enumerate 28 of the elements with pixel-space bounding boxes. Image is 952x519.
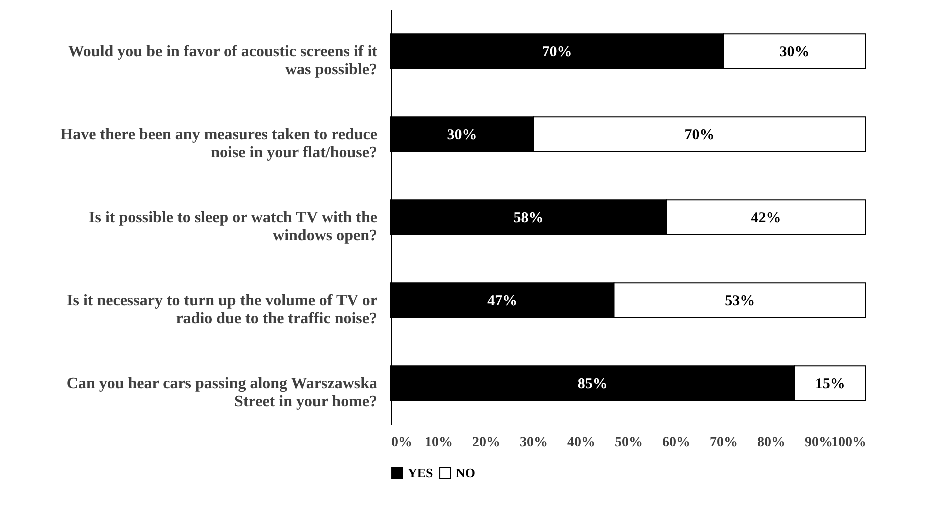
y-tick-label: Have there been any measures taken to reduce noise in your flat/house? xyxy=(60,126,378,162)
data-label: 30% xyxy=(780,44,810,60)
legend-label: NO xyxy=(456,466,476,481)
x-tick-label: 100% xyxy=(832,436,866,450)
data-label: 53% xyxy=(725,294,756,310)
data-label: 70% xyxy=(542,44,572,60)
x-tick-label: 50% xyxy=(615,436,643,450)
y-tick-label: Can you hear cars passing along Warszawska Street in your home? xyxy=(66,376,378,410)
x-tick-label: 80% xyxy=(758,436,786,450)
legend-label: YES xyxy=(408,466,434,481)
x-tick-label: 0% xyxy=(392,436,412,450)
data-label: 58% xyxy=(514,210,544,226)
y-tick-label: Would you be in favor of acoustic screens if it was possible? xyxy=(68,44,378,78)
data-label: 47% xyxy=(488,294,518,310)
x-tick-label: 20% xyxy=(472,436,500,450)
data-label: 70% xyxy=(684,128,715,144)
x-tick-label: 70% xyxy=(710,436,738,450)
data-label: 15% xyxy=(815,376,846,392)
x-tick-label: 60% xyxy=(662,436,690,450)
y-tick-label: Is it possible to sleep or watch TV with the windows open? xyxy=(89,210,378,244)
x-tick-label: 40% xyxy=(568,436,596,450)
x-tick-label: 10% xyxy=(425,436,453,450)
x-tick-label: 30% xyxy=(520,436,548,450)
x-tick-label: 90% xyxy=(805,436,833,450)
data-label: 85% xyxy=(578,376,608,392)
y-tick-label: Is it necessary to turn up the volume of TV or radio due to the traffic noise? xyxy=(66,292,378,328)
data-label: 42% xyxy=(751,210,782,226)
data-label: 30% xyxy=(447,128,478,144)
